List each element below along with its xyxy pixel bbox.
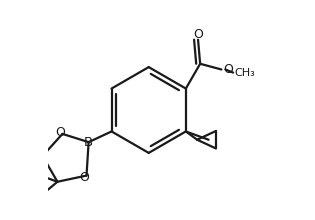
Text: O: O <box>193 28 203 41</box>
Text: O: O <box>55 126 65 139</box>
Text: B: B <box>84 136 93 149</box>
Text: O: O <box>223 62 233 75</box>
Text: O: O <box>79 171 89 184</box>
Text: CH₃: CH₃ <box>234 68 255 78</box>
